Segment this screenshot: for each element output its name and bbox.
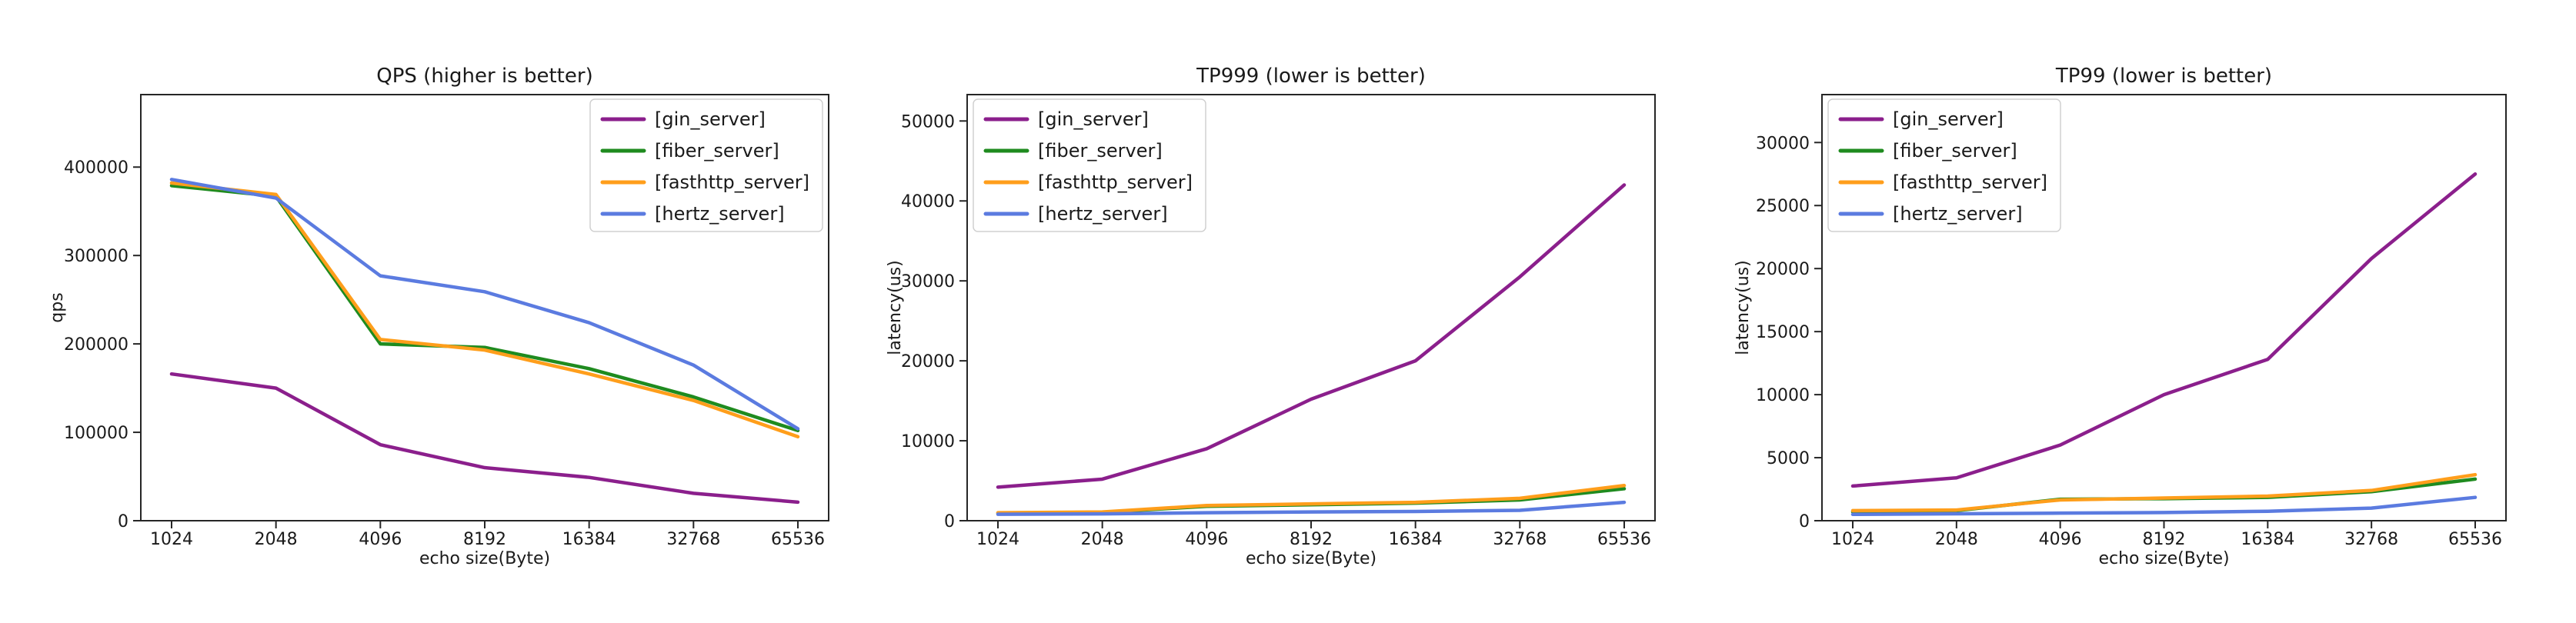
y-axis-label: qps — [48, 292, 67, 323]
x-tick-label: 32768 — [1493, 530, 1547, 549]
y-tick-label: 20000 — [1756, 260, 1810, 279]
x-axis-label: echo size(Byte) — [1245, 549, 1377, 568]
x-tick-label: 1024 — [1831, 530, 1874, 549]
y-axis-label: latency(us) — [886, 260, 905, 355]
x-tick-label: 32768 — [2344, 530, 2398, 549]
legend-label-gin-server: [gin_server] — [1038, 108, 1149, 130]
y-tick-label: 40000 — [901, 192, 955, 212]
y-tick-label: 10000 — [1756, 386, 1810, 405]
x-tick-label: 2048 — [1935, 530, 1978, 549]
x-tick-label: 4096 — [2039, 530, 2082, 549]
x-tick-label: 16384 — [2241, 530, 2294, 549]
x-tick-label: 8192 — [1290, 530, 1333, 549]
x-tick-label: 8192 — [463, 530, 506, 549]
x-tick-label: 16384 — [562, 530, 616, 549]
legend-label-hertz-server: [hertz_server] — [1893, 203, 2023, 225]
chart-panel-tp99: 1024 2048 4096 8192 16384 32768 65536 0 5000 1000… — [1717, 0, 2576, 623]
y-tick-label: 30000 — [1756, 134, 1810, 153]
legend-box — [589, 98, 823, 232]
series-line-fasthttp-server — [996, 484, 1627, 515]
y-tick-label: 5000 — [1767, 449, 1810, 468]
legend-label-fiber-server: [fiber_server] — [655, 140, 779, 162]
series-line-hertz-server — [996, 500, 1627, 516]
legend-box — [1827, 98, 2061, 232]
legend-label-fiber-server: [fiber_server] — [1038, 140, 1163, 162]
legend-label-hertz-server: [hertz_server] — [655, 203, 785, 225]
chart-panel-qps: 1024 2048 4096 8192 16384 32768 65536 0 100000 20… — [0, 0, 859, 623]
x-tick-label: 65536 — [1597, 530, 1651, 549]
legend-label-fasthttp-server: [fasthttp_server] — [1038, 172, 1193, 193]
x-tick-label: 32768 — [666, 530, 720, 549]
legend-label-hertz-server: [hertz_server] — [1038, 203, 1168, 225]
y-tick-label: 15000 — [1756, 323, 1810, 342]
y-axis-label: latency(us) — [1733, 260, 1753, 355]
y-tick-label: 25000 — [1756, 197, 1810, 216]
y-tick-label: 300000 — [64, 247, 128, 266]
series-line-fasthttp-server — [1850, 472, 2478, 513]
chart-title-tp99: TP99 (lower is better) — [2055, 65, 2273, 88]
legend-label-fiber-server: [fiber_server] — [1893, 140, 2017, 162]
series-line-gin-server — [996, 183, 1627, 489]
series-line-hertz-server — [1850, 495, 2478, 517]
x-tick-label: 2048 — [255, 530, 298, 549]
x-tick-label: 65536 — [771, 530, 825, 549]
y-tick-label: 30000 — [901, 272, 955, 292]
legend-box — [973, 98, 1206, 232]
y-tick-label: 10000 — [901, 432, 955, 451]
y-tick-label: 20000 — [901, 352, 955, 371]
series-line-gin-server — [1850, 172, 2478, 488]
y-tick-label: 0 — [944, 512, 955, 531]
tp99-chart: 1024 2048 4096 8192 16384 32768 65536 0 5000 1000… — [1756, 94, 2507, 549]
y-tick-label: 400000 — [64, 158, 128, 178]
y-tick-label: 100000 — [64, 424, 128, 443]
x-tick-label: 1024 — [976, 530, 1019, 549]
series-line-fasthttp-server — [169, 181, 800, 439]
y-tick-label: 200000 — [64, 335, 128, 355]
x-axis-label: echo size(Byte) — [419, 549, 551, 568]
x-tick-label: 1024 — [150, 530, 193, 549]
x-tick-label: 16384 — [1389, 530, 1443, 549]
chart-title-qps: QPS (higher is better) — [376, 65, 593, 88]
chart-panel-tp999: 1024 2048 4096 8192 16384 32768 65536 0 10000 200… — [859, 0, 1717, 623]
y-tick-label: 0 — [118, 512, 128, 531]
legend-label-gin-server: [gin_server] — [1893, 108, 2004, 130]
tp999-chart: 1024 2048 4096 8192 16384 32768 65536 0 10000 200… — [901, 94, 1656, 549]
chart-title-tp999: TP999 (lower is better) — [1196, 65, 1426, 88]
qps-chart: 1024 2048 4096 8192 16384 32768 65536 0 100000 20… — [64, 94, 829, 549]
x-tick-label: 4096 — [359, 530, 402, 549]
x-tick-label: 2048 — [1081, 530, 1124, 549]
series-line-gin-server — [169, 371, 800, 505]
y-tick-label: 0 — [1799, 512, 1810, 531]
x-tick-label: 8192 — [2143, 530, 2186, 549]
series-line-hertz-server — [169, 178, 800, 431]
x-axis-label: echo size(Byte) — [2098, 549, 2230, 568]
x-tick-label: 65536 — [2448, 530, 2502, 549]
legend-label-gin-server: [gin_server] — [655, 108, 766, 130]
legend-label-fasthttp-server: [fasthttp_server] — [655, 172, 809, 193]
y-tick-label: 50000 — [901, 112, 955, 132]
x-tick-label: 4096 — [1185, 530, 1228, 549]
legend-label-fasthttp-server: [fasthttp_server] — [1893, 172, 2047, 193]
